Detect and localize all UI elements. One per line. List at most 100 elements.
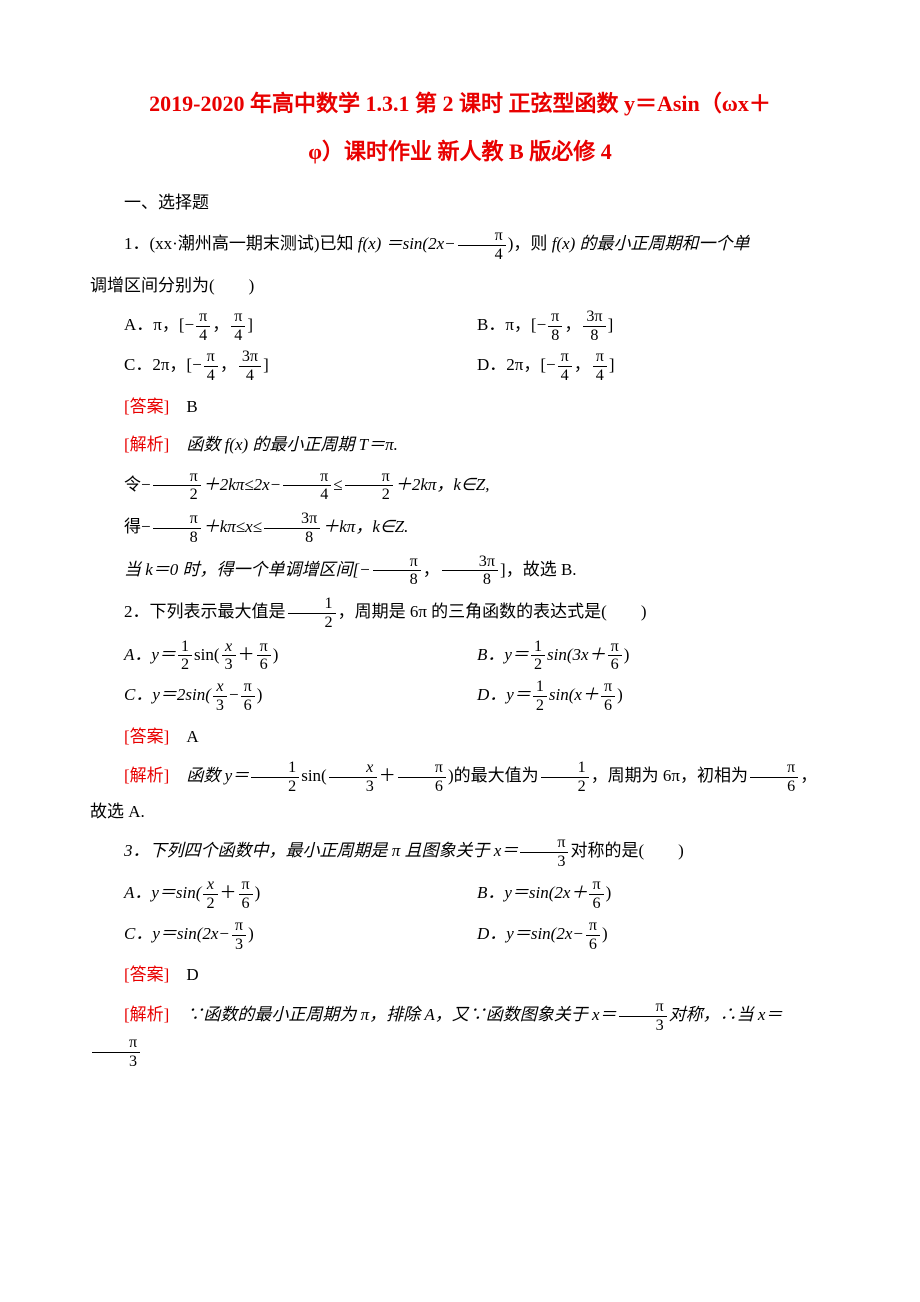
f: π3 (520, 834, 568, 871)
q1-text: 1．(xx·潮州高一期末测试)已知 (124, 234, 358, 253)
n: π (373, 553, 421, 572)
d: 6 (241, 697, 255, 715)
q3-opt-d: D．y＝sin(2x−π6) (477, 917, 830, 954)
explain-text: 函数 f(x) 的最小正周期 T＝π. (169, 435, 398, 454)
q2-opt-d: D．y＝12sin(x＋π6) (477, 678, 830, 715)
d: 4 (239, 367, 261, 385)
answer-label: [答案] (124, 397, 169, 416)
q1-exp-line1: [解析] 函数 f(x) 的最小正周期 T＝π. (90, 429, 830, 461)
t: ) (248, 924, 254, 943)
answer-label: [答案] (124, 727, 169, 746)
n: π (241, 678, 255, 697)
m: ， (212, 315, 229, 334)
n: π (283, 468, 331, 487)
q3-explain: [解析] ∵函数的最小正周期为 π，排除 A，又∵函数图象关于 x＝π3对称，∴… (90, 998, 830, 1071)
q1-opt-d: D．2π，[−π4，π4] (477, 348, 830, 385)
n: π (231, 308, 245, 327)
n: π (589, 876, 603, 895)
f: π8 (373, 553, 421, 590)
n: x (203, 876, 217, 895)
d: 6 (750, 778, 798, 796)
f: 12 (531, 638, 545, 675)
answer-value: D (169, 965, 198, 984)
t: D．2π，[− (477, 356, 556, 375)
d: 2 (251, 778, 299, 796)
d: 2 (531, 656, 545, 674)
q2-opt-c: C．y＝2sin(x3−π6) (124, 678, 477, 715)
d: 3 (232, 936, 246, 954)
q1-exp-line3: 得−π8＋kπ≤x≤3π8＋kπ，k∈Z. (90, 510, 830, 547)
t: ＋kπ≤x≤ (203, 517, 262, 536)
n: π (750, 759, 798, 778)
t: sin( (301, 766, 327, 785)
d: 4 (196, 327, 210, 345)
t: C．y＝sin(2x− (124, 924, 230, 943)
doc-title: 2019-2020 年高中数学 1.3.1 第 2 课时 正弦型函数 y＝Asi… (90, 80, 830, 177)
n: π (619, 998, 667, 1017)
n: π (398, 759, 446, 778)
n: π (153, 468, 201, 487)
n: π (239, 876, 253, 895)
q1-frac: π4 (458, 227, 506, 264)
t: ∵函数的最小正周期为 π，排除 A，又∵函数图象关于 x＝ (169, 1005, 616, 1024)
t: ) (255, 884, 261, 903)
question-3-stem: 3．下列四个函数中，最小正周期是 π 且图象关于 x＝π3对称的是( ) (90, 834, 830, 871)
n: x (222, 638, 236, 657)
f: π3 (92, 1034, 140, 1071)
t: ) (257, 685, 263, 704)
f: π6 (601, 678, 615, 715)
f: π4 (283, 468, 331, 505)
f: 12 (178, 638, 192, 675)
t: C．y＝2sin( (124, 685, 211, 704)
q1-opt-b: B．π，[−π8，3π8] (477, 308, 830, 345)
d: 6 (239, 895, 253, 913)
title-line-2: φ）课时作业 新人教 B 版必修 4 (308, 139, 611, 164)
n: 1 (288, 595, 336, 614)
f: π6 (257, 638, 271, 675)
f: π4 (593, 348, 607, 385)
t: C．2π，[− (124, 356, 202, 375)
f: 3π8 (442, 553, 498, 590)
n: 3π (583, 308, 605, 327)
n: 1 (533, 678, 547, 697)
f: π8 (548, 308, 562, 345)
n: π (586, 917, 600, 936)
f: π6 (398, 759, 446, 796)
answer-value: B (169, 397, 197, 416)
d: 3 (222, 656, 236, 674)
d: 3 (619, 1017, 667, 1035)
q1-c: (x) 的最小正周期和一个单 (556, 234, 749, 253)
t: D．y＝sin(2x− (477, 924, 584, 943)
f: π2 (345, 468, 393, 505)
t: 令− (124, 475, 151, 494)
n: π (196, 308, 210, 327)
d: 6 (589, 895, 603, 913)
f: π6 (750, 759, 798, 796)
q1-stem2: 调增区间分别为( ) (90, 270, 830, 302)
n: π (153, 510, 201, 529)
n: π (593, 348, 607, 367)
d: 4 (204, 367, 218, 385)
title-line-1: 2019-2020 年高中数学 1.3.1 第 2 课时 正弦型函数 y＝Asi… (149, 91, 771, 116)
t: ) (606, 884, 612, 903)
q2-explain: [解析] 函数 y＝12sin(x3＋π6)的最大值为12，周期为 6π，初相为… (90, 759, 830, 828)
f: π4 (204, 348, 218, 385)
f: 12 (251, 759, 299, 796)
d: 2 (541, 778, 589, 796)
f: 12 (288, 595, 336, 632)
n: 3π (239, 348, 261, 367)
d: 3 (329, 778, 377, 796)
q1-opt-a: A．π，[−π4，π4] (124, 308, 477, 345)
f: π2 (153, 468, 201, 505)
q3-opt-b: B．y＝sin(2x＋π6) (477, 876, 830, 913)
t: ]，故选 B. (500, 560, 577, 579)
d: 6 (601, 697, 615, 715)
n: π (558, 348, 572, 367)
t: ] (609, 356, 615, 375)
d: 2 (178, 656, 192, 674)
t: ＋ (238, 645, 255, 664)
t: 函数 y＝ (169, 766, 249, 785)
t: − (229, 685, 239, 704)
q1-answer: [答案] B (90, 391, 830, 423)
n: 1 (541, 759, 589, 778)
